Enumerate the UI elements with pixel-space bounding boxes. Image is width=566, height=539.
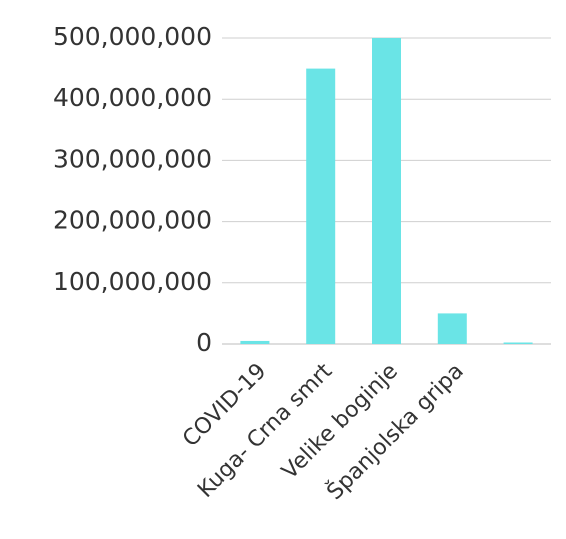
bar xyxy=(372,38,401,344)
x-category-label: Velike boginje xyxy=(277,359,403,485)
bars xyxy=(240,38,533,344)
y-tick-label: 100,000,000 xyxy=(53,267,212,296)
y-tick-label: 400,000,000 xyxy=(53,83,212,112)
y-tick-label: 300,000,000 xyxy=(53,144,212,173)
bar xyxy=(437,313,467,344)
y-tick-label: 200,000,000 xyxy=(53,206,212,235)
y-tick-label: 500,000,000 xyxy=(53,22,212,51)
bar xyxy=(503,342,533,344)
bar xyxy=(240,340,270,344)
y-axis-tick-labels: 0 100,000,000 200,000,000 300,000,000 400,00… xyxy=(53,22,212,357)
bar xyxy=(306,68,336,344)
y-tick-label: 0 xyxy=(196,328,212,357)
